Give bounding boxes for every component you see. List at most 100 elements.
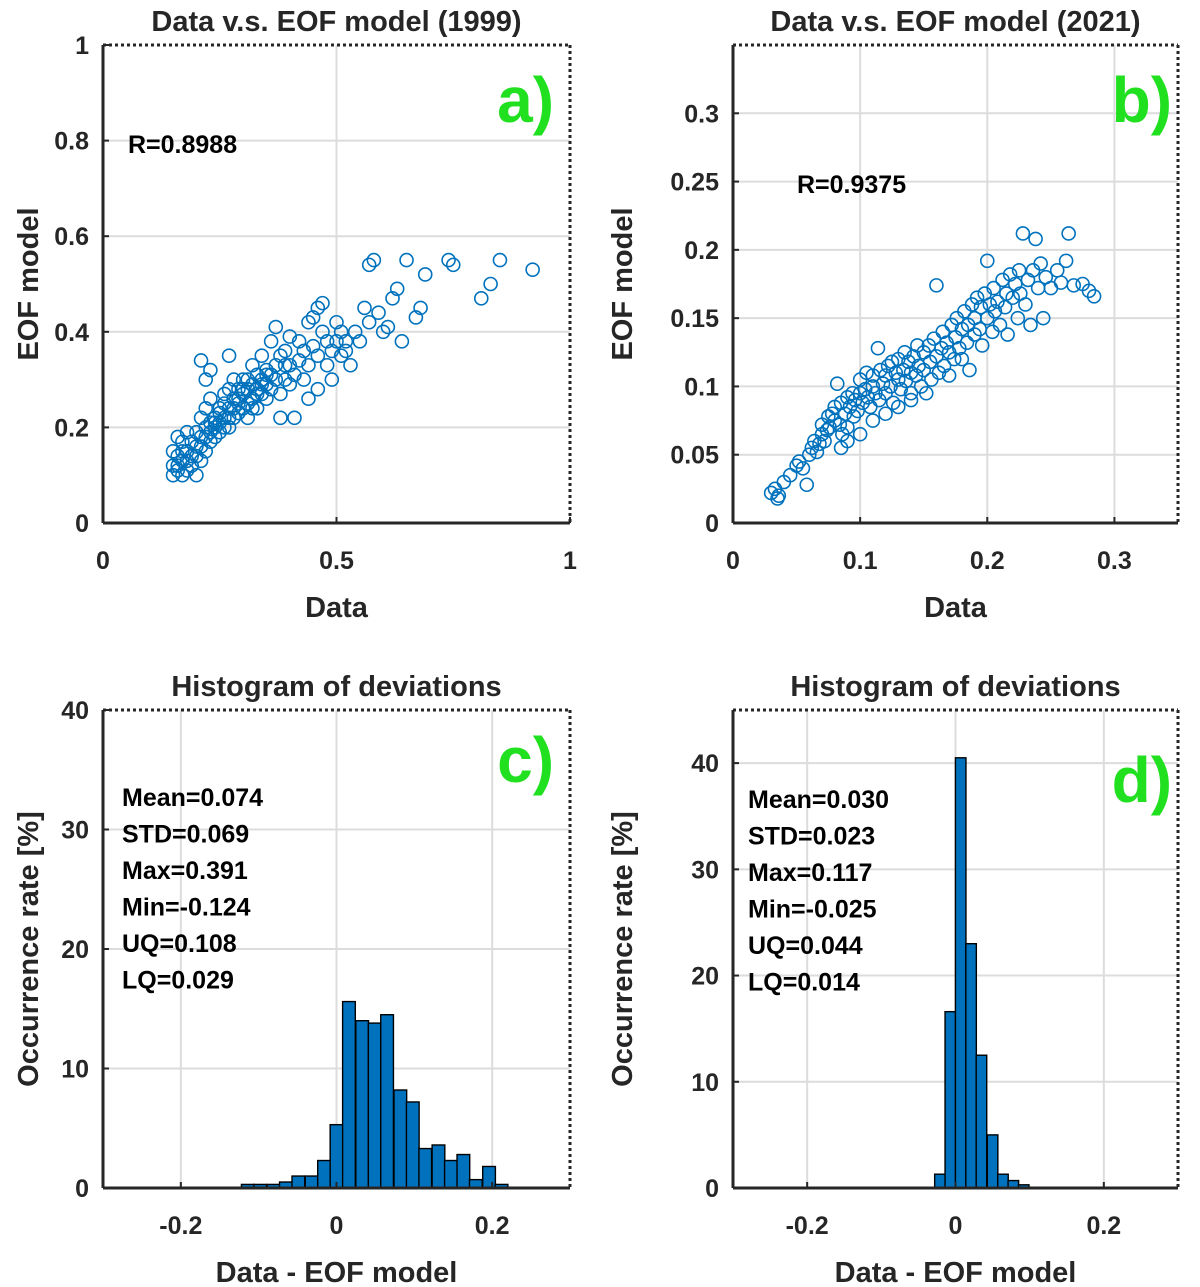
scatter-point bbox=[897, 344, 912, 360]
scatter-point bbox=[263, 367, 279, 383]
scatter-point bbox=[525, 262, 540, 277]
y-tick-label: 0.6 bbox=[54, 223, 89, 251]
scatter-point bbox=[184, 458, 200, 473]
x-tick-label: 0 bbox=[330, 1212, 344, 1240]
scatter-point bbox=[352, 334, 368, 349]
scatter-point bbox=[245, 391, 260, 407]
scatter-point bbox=[865, 413, 881, 428]
scatter-point bbox=[249, 386, 265, 402]
scatter-point bbox=[1010, 310, 1026, 326]
stat-line: LQ=0.029 bbox=[122, 967, 234, 995]
scatter-point bbox=[329, 334, 344, 349]
stat-line: Min=-0.124 bbox=[122, 894, 251, 922]
scatter-point bbox=[329, 314, 344, 330]
scatter-point bbox=[941, 368, 957, 383]
y-tick-label: 0 bbox=[705, 1175, 719, 1203]
scatter-point bbox=[333, 324, 349, 340]
y-tick-label: 0.1 bbox=[684, 373, 719, 401]
scatter-point bbox=[873, 362, 888, 378]
y-tick-label: 0.25 bbox=[670, 169, 719, 197]
scatter-point bbox=[193, 410, 209, 426]
x-tick-label: -0.2 bbox=[786, 1212, 829, 1240]
scatter-point bbox=[282, 377, 298, 392]
scatter-point bbox=[324, 343, 340, 359]
scatter-point bbox=[1005, 290, 1021, 305]
scatter-point bbox=[231, 381, 246, 397]
stat-line: STD=0.069 bbox=[122, 821, 249, 849]
scatter-point bbox=[175, 467, 190, 483]
scatter-point bbox=[277, 343, 293, 359]
scatter-point bbox=[235, 372, 251, 387]
histogram-bar bbox=[482, 1165, 497, 1189]
scatter-point bbox=[885, 395, 901, 411]
histogram-bar bbox=[431, 1144, 446, 1189]
scatter-point bbox=[380, 319, 396, 335]
scatter-point bbox=[226, 372, 242, 387]
scatter-point bbox=[291, 353, 307, 368]
scatter-point bbox=[184, 434, 200, 450]
scatter-point bbox=[268, 319, 284, 335]
scatter-point bbox=[254, 377, 270, 392]
scatter-point bbox=[282, 329, 298, 344]
scatter-point bbox=[492, 252, 508, 268]
scatter-point bbox=[179, 463, 195, 478]
scatter-point bbox=[175, 453, 190, 469]
scatter-point bbox=[179, 453, 195, 469]
scatter-point bbox=[301, 391, 316, 407]
scatter-point bbox=[217, 410, 232, 426]
scatter-point bbox=[249, 400, 265, 416]
histogram-bar bbox=[954, 757, 967, 1189]
y-tick-label: 0.2 bbox=[54, 414, 89, 442]
scatter-point bbox=[413, 300, 428, 316]
scatter-point bbox=[207, 429, 223, 445]
y-tick-label: 0.15 bbox=[670, 305, 719, 333]
scatter-point bbox=[903, 392, 919, 408]
scatter-point bbox=[1018, 297, 1033, 312]
scatter-point bbox=[394, 334, 410, 349]
scatter-point bbox=[259, 367, 274, 383]
scatter-point bbox=[310, 348, 326, 364]
scatter-point bbox=[1086, 288, 1102, 304]
x-tick-label: 0.2 bbox=[970, 547, 1005, 575]
scatter-point bbox=[1011, 263, 1027, 278]
correlation-annotation: R=0.8988 bbox=[128, 131, 237, 159]
scatter-point bbox=[865, 379, 881, 394]
scatter-point bbox=[890, 399, 906, 415]
histogram-bar bbox=[975, 1054, 988, 1189]
scatter-point bbox=[896, 362, 911, 378]
scatter-point bbox=[249, 381, 265, 397]
y-tick-label: 30 bbox=[61, 817, 89, 845]
scatter-point bbox=[189, 448, 204, 464]
scatter-point bbox=[221, 410, 237, 426]
scatter-point bbox=[1061, 226, 1076, 241]
scatter-point bbox=[801, 447, 817, 463]
y-tick-label: 0.8 bbox=[54, 128, 89, 156]
scatter-point bbox=[338, 343, 354, 359]
scatter-point bbox=[934, 340, 949, 356]
scatter-point bbox=[245, 357, 260, 373]
scatter-point bbox=[952, 340, 967, 356]
scatter-point bbox=[305, 310, 321, 325]
scatter-point bbox=[165, 467, 181, 483]
scatter-point bbox=[990, 294, 1005, 310]
scatter-point bbox=[875, 376, 891, 391]
histogram-bar bbox=[965, 942, 978, 1189]
scatter-point bbox=[333, 348, 349, 364]
scatter-point bbox=[217, 420, 232, 435]
stat-line: Min=-0.025 bbox=[748, 896, 877, 924]
x-tick-label: 1 bbox=[563, 547, 577, 575]
scatter-point bbox=[170, 429, 186, 445]
scatter-point bbox=[375, 324, 391, 340]
scatter-point bbox=[273, 410, 288, 426]
y-tick-label: 30 bbox=[691, 856, 719, 884]
scatter-point bbox=[1081, 283, 1097, 299]
scatter-point bbox=[235, 386, 251, 402]
scatter-point bbox=[799, 477, 815, 493]
scatter-point bbox=[315, 324, 330, 340]
scatter-point bbox=[901, 354, 916, 370]
stat-line: UQ=0.044 bbox=[748, 932, 863, 960]
x-tick-label: 0 bbox=[949, 1212, 963, 1240]
scatter-point bbox=[268, 357, 284, 373]
scatter-point bbox=[259, 377, 274, 392]
